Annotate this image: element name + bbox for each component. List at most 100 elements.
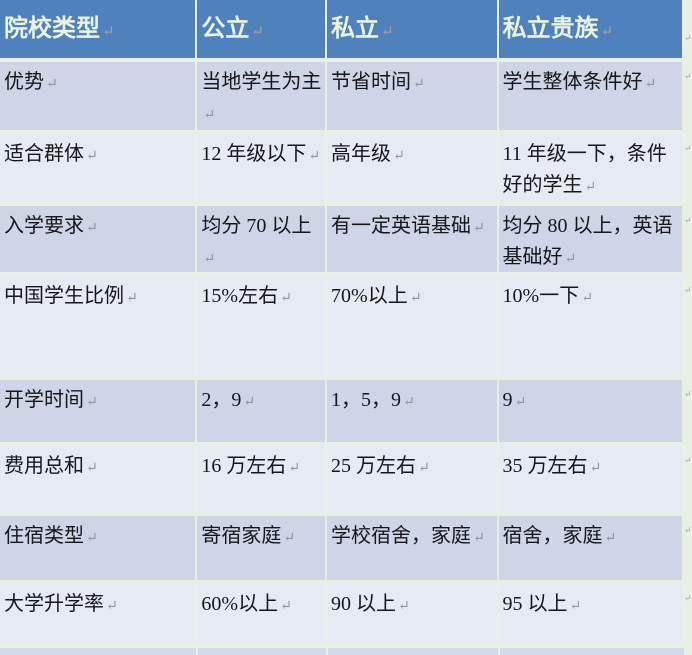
cell-text: 均分 80 以上，英语基础好: [502, 215, 673, 268]
header-text: 公立: [201, 16, 250, 42]
paragraph-mark-icon: ↵: [584, 180, 597, 195]
row-end-mark-icon: ↵: [684, 33, 692, 43]
cell-text: 25 万左右: [331, 455, 417, 477]
cell-text: 学校宿舍，家庭: [331, 525, 472, 547]
table-row: 住宿类型 ↵ 寄宿家庭 ↵ 学校宿舍，家庭 ↵ 宿舍，家庭 ↵ ↵: [0, 516, 692, 580]
cell-text: 35 万左右: [502, 455, 588, 477]
row-label-cell[interactable]: 费用总和 ↵: [0, 446, 196, 512]
cell-text: 优势: [4, 71, 44, 93]
value-cell[interactable]: 25 万左右 ↵: [327, 446, 497, 512]
table-row: 中国学生比例 ↵ 15%左右 ↵ 70%以上 ↵ 10%一下 ↵ ↵: [0, 276, 692, 376]
cell-text: 大学升学率: [4, 593, 104, 615]
paragraph-mark-icon: ↵: [126, 291, 138, 306]
value-cell[interactable]: 宿舍，家庭 ↵: [498, 516, 683, 580]
header-cell-private[interactable]: 私立 ↵: [327, 0, 497, 58]
header-cell-private-elite[interactable]: 私立贵族 ↵: [498, 0, 683, 58]
value-cell[interactable]: 95 以上 ↵: [498, 584, 683, 644]
cell-text: 当地学生为主: [201, 71, 322, 93]
value-cell[interactable]: 节省时间 ↵: [327, 62, 497, 130]
paragraph-mark-icon: ↵: [280, 599, 292, 614]
header-text: 私立: [331, 16, 380, 42]
cell-text: 16 万左右: [201, 455, 287, 477]
paragraph-mark-icon: ↵: [86, 221, 98, 236]
table-row: 入学要求 ↵ 均分 70 以上↵ 有一定英语基础 ↵ 均分 80 以上，英语基础好 ↵…: [0, 206, 692, 272]
cell-text: 15%左右: [201, 285, 279, 307]
value-cell[interactable]: 均分 70 以上 ↵: [197, 206, 326, 272]
table-row: 适合群体 ↵ 12 年级以下 ↵ 高年级 ↵ 11 年级一下，条件好的学生 ↵ ↵: [0, 134, 692, 202]
cell-text: 2，9: [201, 389, 242, 411]
cell-text: 高年级: [331, 143, 392, 165]
value-cell[interactable]: 学校宿舍，家庭 ↵: [327, 516, 497, 580]
cell-text: 中国学生比例: [4, 285, 124, 307]
row-label-cell[interactable]: 开学时间 ↵: [0, 380, 196, 442]
value-cell[interactable]: 2，9 ↵: [197, 380, 326, 442]
value-cell[interactable]: 11 年级一下，条件好的学生 ↵: [498, 134, 683, 202]
paragraph-mark-icon: ↵: [46, 77, 58, 92]
paragraph-mark-icon: ↵: [308, 149, 321, 164]
row-end-mark-icon: ↵: [684, 143, 692, 153]
row-end-mark-icon: ↵: [684, 71, 692, 81]
value-cell[interactable]: 35 万左右 ↵: [498, 446, 683, 512]
cell-text: 开学时间: [4, 389, 84, 411]
cell-text: 10%一下: [502, 285, 580, 307]
value-cell[interactable]: 60%以上 ↵: [197, 584, 326, 644]
value-cell[interactable]: 寄宿家庭 ↵: [197, 516, 326, 580]
value-cell[interactable]: 学生整体条件好 ↵: [498, 62, 683, 130]
cell-text: 60%以上: [201, 593, 279, 615]
paragraph-mark-icon: ↵: [86, 395, 98, 410]
row-end-mark-icon: ↵: [684, 389, 692, 399]
value-cell[interactable]: 9 ↵: [498, 380, 683, 442]
value-cell[interactable]: 10%一下 ↵: [498, 276, 683, 376]
cell-text: 90 以上: [331, 593, 397, 615]
paragraph-mark-icon: ↵: [418, 461, 430, 476]
value-cell[interactable]: 当地学生为主 ↵: [197, 62, 326, 130]
value-cell[interactable]: 15%左右 ↵: [197, 276, 326, 376]
value-cell[interactable]: 12 年级以下 ↵: [197, 134, 326, 202]
paragraph-mark-icon: ↵: [288, 461, 301, 476]
paragraph-mark-icon: ↵: [604, 531, 617, 546]
header-cell-public[interactable]: 公立 ↵: [197, 0, 326, 58]
paragraph-mark-icon: ↵: [102, 24, 115, 40]
cell-text: 宿舍，家庭: [502, 525, 603, 547]
row-label-cell[interactable]: 优势 ↵: [0, 62, 196, 130]
cell-text: 11 年级一下，条件好的学生: [502, 143, 667, 196]
value-cell[interactable]: 高年级 ↵: [327, 134, 497, 202]
value-cell[interactable]: 70%以上 ↵: [327, 276, 497, 376]
cell-text: 节省时间: [331, 71, 412, 93]
header-text: 私立贵族: [502, 16, 599, 42]
paragraph-mark-icon: ↵: [106, 599, 118, 614]
row-label-cell[interactable]: 住宿类型 ↵: [0, 516, 196, 580]
row-end-mark-icon: ↵: [684, 285, 692, 295]
paragraph-mark-icon: ↵: [569, 599, 582, 614]
header-cell-school-type[interactable]: 院校类型 ↵: [0, 0, 196, 58]
paragraph-mark-icon: ↵: [86, 531, 98, 546]
paragraph-mark-icon: ↵: [86, 461, 98, 476]
row-label-cell[interactable]: 适合群体 ↵: [0, 134, 196, 202]
cell-text: 学生整体条件好: [502, 71, 643, 93]
paragraph-mark-icon: ↵: [403, 395, 415, 410]
cell-text: 1，5，9: [331, 389, 402, 411]
row-label-cell[interactable]: 入学要求 ↵: [0, 206, 196, 272]
value-cell[interactable]: 90 以上 ↵: [327, 584, 497, 644]
paragraph-mark-icon: ↵: [473, 221, 485, 236]
row-label-cell[interactable]: 中国学生比例 ↵: [0, 276, 196, 376]
paragraph-mark-icon: ↵: [203, 252, 216, 267]
paragraph-mark-icon: ↵: [280, 291, 292, 306]
value-cell[interactable]: 1，5，9 ↵: [327, 380, 497, 442]
paragraph-mark-icon: ↵: [514, 395, 527, 410]
paragraph-mark-icon: ↵: [86, 149, 98, 164]
cell-text: 适合群体: [4, 143, 84, 165]
cell-text: 9: [502, 389, 513, 411]
row-end-mark-icon: ↵: [684, 525, 692, 535]
paragraph-mark-icon: ↵: [251, 24, 264, 40]
row-end-mark-icon: ↵: [684, 593, 692, 603]
value-cell[interactable]: 有一定英语基础 ↵: [327, 206, 497, 272]
cell-text: 入学要求: [4, 215, 84, 237]
table-header-row: 院校类型 ↵ 公立 ↵ 私立 ↵ 私立贵族 ↵ ↵: [0, 0, 692, 58]
paragraph-mark-icon: ↵: [393, 149, 405, 164]
row-label-cell[interactable]: 大学升学率 ↵: [0, 584, 196, 644]
value-cell[interactable]: 均分 80 以上，英语基础好 ↵: [498, 206, 683, 272]
value-cell[interactable]: 16 万左右 ↵: [197, 446, 326, 512]
table-row: 开学时间 ↵ 2，9 ↵ 1，5，9 ↵ 9 ↵ ↵: [0, 380, 692, 442]
paragraph-mark-icon: ↵: [203, 108, 216, 123]
